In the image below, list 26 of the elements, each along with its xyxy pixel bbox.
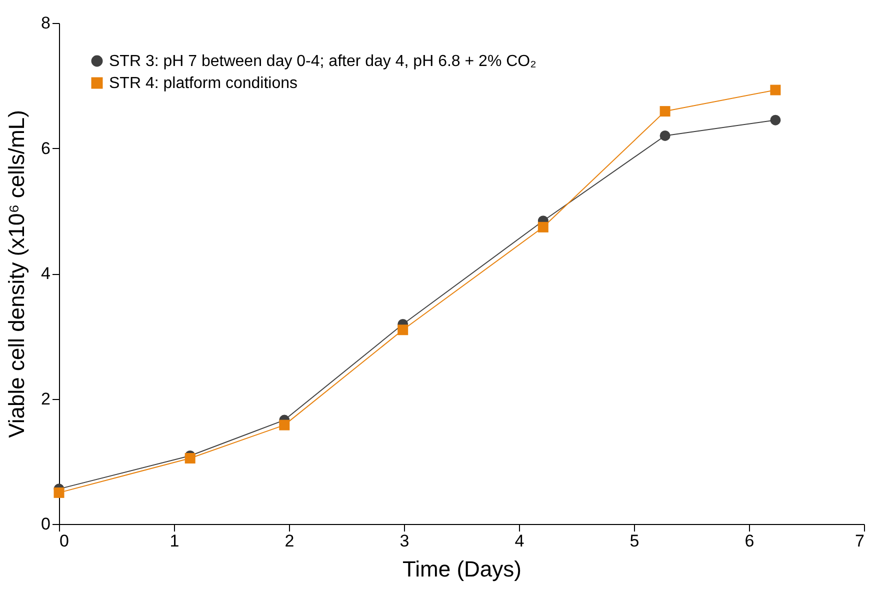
point bbox=[538, 222, 548, 232]
y-tick-label: 6 bbox=[41, 138, 50, 158]
y-tick-label: 4 bbox=[41, 264, 50, 283]
x-tick-label: 0 bbox=[60, 532, 69, 550]
point bbox=[660, 106, 670, 117]
x-tick-label: 7 bbox=[855, 532, 864, 550]
y-tick-label: 0 bbox=[41, 514, 50, 534]
point bbox=[279, 420, 290, 430]
x-tick-label: 6 bbox=[744, 532, 754, 550]
x-tick-label: 5 bbox=[630, 532, 640, 550]
x-tick-label: 3 bbox=[400, 532, 410, 550]
point bbox=[770, 114, 781, 126]
point bbox=[54, 487, 64, 498]
legend-label: STR 3: pH 7 between day 0-4; after day 4, pH 6.8 + 2% CO₂ bbox=[109, 53, 536, 70]
x-tick-label: 2 bbox=[284, 532, 294, 550]
x-axis-title: Time (Days) bbox=[402, 556, 522, 582]
point bbox=[398, 324, 408, 336]
x-tick-label: 4 bbox=[514, 532, 524, 550]
y-tick-label: 2 bbox=[41, 389, 50, 408]
legend-label: STR 4: platform conditions bbox=[109, 75, 298, 92]
y-tick-label: 8 bbox=[41, 14, 50, 32]
point bbox=[184, 453, 196, 464]
point bbox=[660, 130, 670, 141]
point bbox=[770, 84, 781, 96]
y-axis-title: Viable cell density (x10⁶ cells/mL) bbox=[4, 110, 30, 438]
x-tick-label: 1 bbox=[170, 532, 180, 550]
